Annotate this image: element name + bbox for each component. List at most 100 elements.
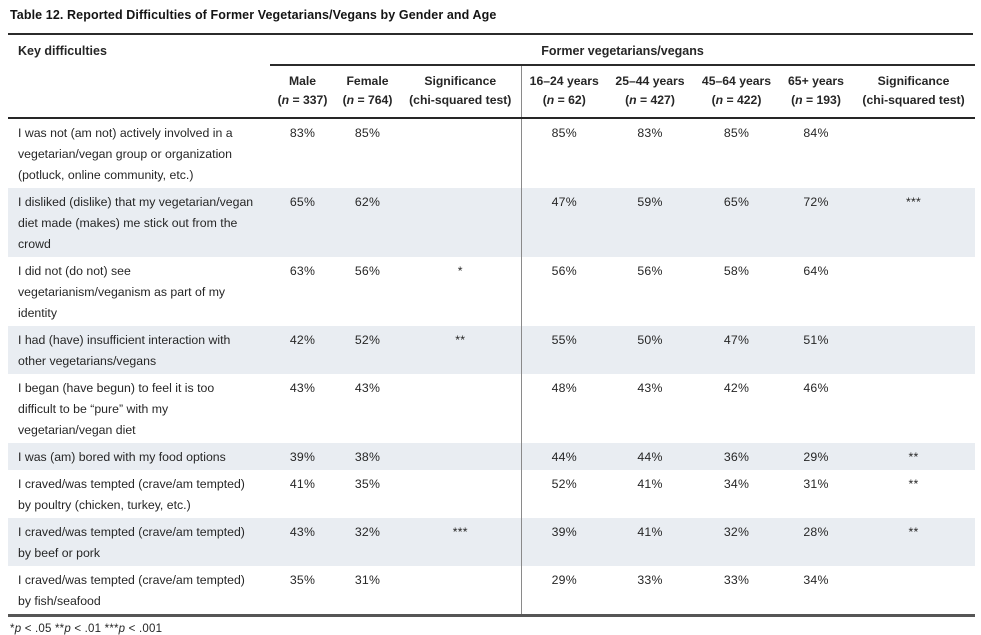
column-sublabel: (chi-squared test) xyxy=(409,93,512,107)
column-sublabel: (chi-squared test) xyxy=(862,93,965,107)
value-cell: 39% xyxy=(520,518,607,566)
table-row: I was not (am not) actively involved in … xyxy=(8,118,975,188)
value-cell: 83% xyxy=(637,126,663,140)
value-cell: 65% xyxy=(270,188,335,257)
column-label: 45–64 years xyxy=(701,74,772,88)
table-row: I began (have begun) to feel it is too d… xyxy=(8,374,975,443)
value-cell: 56% xyxy=(637,264,663,278)
value-cell: 32% xyxy=(693,518,780,566)
value-cell: 56% xyxy=(354,264,381,278)
column-label: Female xyxy=(346,74,389,88)
value-cell: 51% xyxy=(780,326,852,374)
value-cell: 72% xyxy=(780,188,852,257)
value-cell: 42% xyxy=(270,326,335,374)
difficulty-cell: I did not (do not) see vegetarianism/veg… xyxy=(18,264,226,320)
significance-cell: ** xyxy=(400,326,521,374)
table-row: I disliked (dislike) that my vegetarian/… xyxy=(8,188,976,257)
value-cell xyxy=(400,374,521,443)
value-cell: 41% xyxy=(607,518,693,566)
significance-cell: * xyxy=(457,264,463,278)
difficulty-cell: I had (have) insufficient interaction wi… xyxy=(8,326,270,374)
value-cell: 39% xyxy=(270,443,335,470)
table-row: I craved/was tempted (crave/am tempted) … xyxy=(8,518,976,566)
value-cell: 34% xyxy=(723,477,750,491)
table-title: Table 12. Reported Difficulties of Forme… xyxy=(8,0,973,35)
value-cell: 63% xyxy=(289,264,316,278)
significance-cell: *** xyxy=(400,518,521,566)
column-header: 65+ years (n = 193) xyxy=(780,65,852,119)
column-header: Significance (chi-squared test) xyxy=(852,65,976,119)
column-header: Significance (chi-squared test) xyxy=(400,65,521,119)
group-header: Former vegetarians/vegans xyxy=(270,35,976,66)
value-cell xyxy=(400,470,521,518)
value-cell: 43% xyxy=(354,381,381,395)
value-cell: 48% xyxy=(520,374,607,443)
value-cell: 41% xyxy=(637,477,663,491)
column-label: Significance xyxy=(424,74,497,88)
value-cell: 33% xyxy=(607,566,693,617)
difficulty-cell: I craved/was tempted (crave/am tempted) … xyxy=(18,477,245,512)
value-cell: 52% xyxy=(335,326,400,374)
value-cell: 32% xyxy=(335,518,400,566)
value-cell: 35% xyxy=(270,566,335,617)
value-cell: 65% xyxy=(693,188,780,257)
significance-cell: ** xyxy=(852,518,976,566)
table-row: I had (have) insufficient interaction wi… xyxy=(8,326,976,374)
difficulty-cell: I was (am) bored with my food options xyxy=(8,443,270,470)
column-sublabel: (n = 427) xyxy=(625,93,675,107)
value-cell: 42% xyxy=(723,381,750,395)
value-cell: 52% xyxy=(520,470,607,518)
value-cell: 44% xyxy=(520,443,607,470)
value-cell: 59% xyxy=(607,188,693,257)
value-cell: 29% xyxy=(520,566,607,617)
column-sublabel: (n = 422) xyxy=(711,93,762,107)
column-label: Significance xyxy=(877,74,950,88)
significance-footnote: *p < .05 **p < .01 ***p < .001 xyxy=(10,623,163,635)
value-cell xyxy=(400,188,521,257)
significance-cell: *** xyxy=(852,188,976,257)
column-sublabel: (n = 62) xyxy=(542,93,586,107)
column-label: Male xyxy=(288,74,317,88)
value-cell: 35% xyxy=(354,477,381,491)
difficulty-cell: I craved/was tempted (crave/am tempted) … xyxy=(8,518,270,566)
value-cell: 41% xyxy=(289,477,316,491)
table-header: Key difficulties Former vegetarians/vega… xyxy=(8,35,976,119)
table-row: I craved/was tempted (crave/am tempted) … xyxy=(8,470,975,518)
value-cell: 85% xyxy=(354,126,381,140)
key-difficulties-header: Key difficulties xyxy=(8,35,270,119)
column-header: Female (n = 764) xyxy=(335,65,400,119)
column-header: 25–44 years (n = 427) xyxy=(607,65,693,119)
column-label: 16–24 years xyxy=(529,74,599,88)
value-cell: 38% xyxy=(335,443,400,470)
column-header: 16–24 years (n = 62) xyxy=(520,65,607,119)
column-header: Male (n = 337) xyxy=(270,65,335,119)
value-cell: 34% xyxy=(780,566,852,617)
significance-cell: ** xyxy=(908,477,919,491)
table-row: I craved/was tempted (crave/am tempted) … xyxy=(8,566,976,617)
value-cell: 46% xyxy=(803,381,829,395)
value-cell xyxy=(400,443,521,470)
table-row: I did not (do not) see vegetarianism/veg… xyxy=(8,257,975,326)
table-body: I was not (am not) actively involved in … xyxy=(8,118,976,617)
value-cell: 33% xyxy=(693,566,780,617)
value-cell: 85% xyxy=(723,126,750,140)
column-header: 45–64 years (n = 422) xyxy=(693,65,780,119)
difficulty-cell: I began (have begun) to feel it is too d… xyxy=(18,381,215,437)
value-cell: 44% xyxy=(607,443,693,470)
difficulty-cell: I craved/was tempted (crave/am tempted) … xyxy=(8,566,270,617)
value-cell: 36% xyxy=(693,443,780,470)
value-cell: 85% xyxy=(520,118,607,188)
value-cell: 47% xyxy=(520,188,607,257)
value-cell xyxy=(400,118,521,188)
column-sublabel: (n = 337) xyxy=(277,93,328,107)
value-cell: 58% xyxy=(723,264,750,278)
value-cell xyxy=(852,326,976,374)
column-sublabel: (n = 193) xyxy=(791,93,841,107)
value-cell xyxy=(852,257,975,326)
significance-cell: ** xyxy=(852,443,976,470)
value-cell: 28% xyxy=(780,518,852,566)
value-cell: 84% xyxy=(803,126,829,140)
value-cell: 64% xyxy=(803,264,829,278)
value-cell: 83% xyxy=(289,126,316,140)
